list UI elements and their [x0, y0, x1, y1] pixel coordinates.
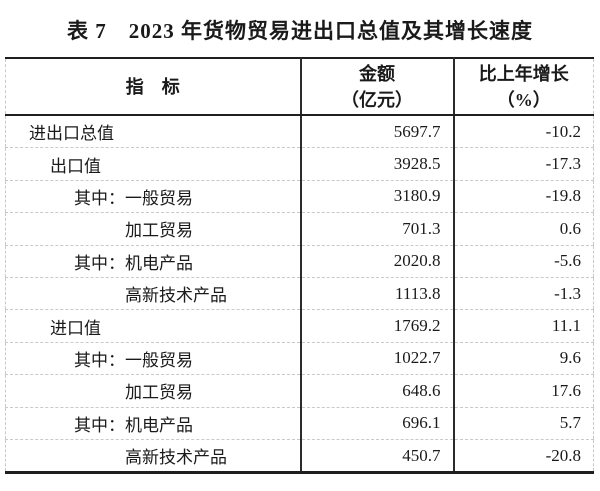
table-row: 其中：机电产品 696.1 5.7: [5, 406, 594, 440]
growth-cell: -5.6: [452, 244, 594, 278]
growth-cell: -19.8: [452, 179, 594, 213]
growth-cell: -10.2: [452, 115, 594, 148]
indicator-cell: 其中：机电产品: [5, 406, 301, 440]
amount-cell: 696.1: [299, 406, 454, 440]
indicator-cell: 其中：机电产品: [5, 244, 301, 278]
indicator-cell: 加工贸易: [5, 374, 301, 408]
indicator-cell: 高新技术产品: [5, 438, 301, 473]
amount-cell: 3180.9: [299, 179, 454, 213]
amount-cell: 5697.7: [299, 115, 454, 148]
indicator-cell: 其中：一般贸易: [5, 341, 301, 375]
indicator-cell: 进口值: [5, 309, 301, 343]
trade-table: 指 标 金额 （亿元） 比上年增长 （%） 进出口总值 5697.7 -10.2 出口…: [5, 57, 594, 475]
indicator-cell: 加工贸易: [5, 212, 301, 246]
table-body: 进出口总值 5697.7 -10.2 出口值 3928.5 -17.3 其中：一般贸易 318…: [5, 115, 594, 473]
amount-cell: 701.3: [299, 212, 454, 246]
table-title: 表 7 2023 年货物贸易进出口总值及其增长速度: [67, 19, 533, 43]
header-cell-growth: 比上年增长 （%）: [452, 58, 594, 116]
amount-cell: 648.6: [299, 374, 454, 408]
growth-cell: 17.6: [452, 374, 594, 408]
table-row: 其中：机电产品 2020.8 -5.6: [5, 244, 594, 278]
amount-cell: 1769.2: [299, 309, 454, 343]
header-label-growth: 比上年增长: [478, 63, 569, 84]
table-row: 进出口总值 5697.7 -10.2: [6, 115, 594, 148]
table-row: 进口值 1769.2 11.1: [5, 309, 594, 343]
amount-cell: 1113.8: [299, 276, 454, 310]
table-row: 高新技术产品 450.7 -20.8: [5, 438, 594, 473]
table-row: 加工贸易 701.3 0.6: [5, 212, 594, 246]
growth-cell: 9.6: [452, 341, 594, 375]
table-header: 指 标 金额 （亿元） 比上年增长 （%）: [5, 58, 594, 116]
growth-cell: -20.8: [452, 438, 594, 473]
header-label-amount-unit: （亿元）: [341, 89, 413, 110]
header-row: 指 标 金额 （亿元） 比上年增长 （%）: [5, 58, 594, 116]
growth-cell: 11.1: [452, 309, 594, 343]
header-label-growth-unit: （%）: [496, 89, 551, 110]
table-row: 其中：一般贸易 1022.7 9.6: [5, 341, 594, 375]
header-cell-amount: 金额 （亿元）: [299, 58, 454, 116]
amount-cell: 450.7: [299, 438, 454, 473]
growth-cell: -1.3: [452, 276, 594, 310]
header-cell-indicator: 指 标: [5, 58, 301, 116]
growth-cell: 0.6: [452, 212, 594, 246]
table-row: 高新技术产品 1113.8 -1.3: [5, 276, 594, 310]
indicator-cell: 出口值: [5, 147, 301, 181]
table-row: 出口值 3928.5 -17.3: [5, 147, 594, 181]
amount-cell: 3928.5: [299, 147, 454, 181]
indicator-cell: 进出口总值: [29, 124, 114, 144]
header-label-indicator: 指 标: [125, 76, 180, 97]
amount-cell: 1022.7: [299, 341, 454, 375]
header-label-amount: 金额: [359, 63, 395, 84]
growth-cell: -17.3: [452, 147, 594, 181]
growth-cell: 5.7: [452, 406, 594, 440]
indicator-cell: 其中：一般贸易: [5, 179, 301, 213]
table-row: 加工贸易 648.6 17.6: [5, 374, 594, 408]
indicator-cell: 高新技术产品: [5, 276, 301, 310]
table-row: 其中：一般贸易 3180.9 -19.8: [5, 179, 594, 213]
amount-cell: 2020.8: [299, 244, 454, 278]
